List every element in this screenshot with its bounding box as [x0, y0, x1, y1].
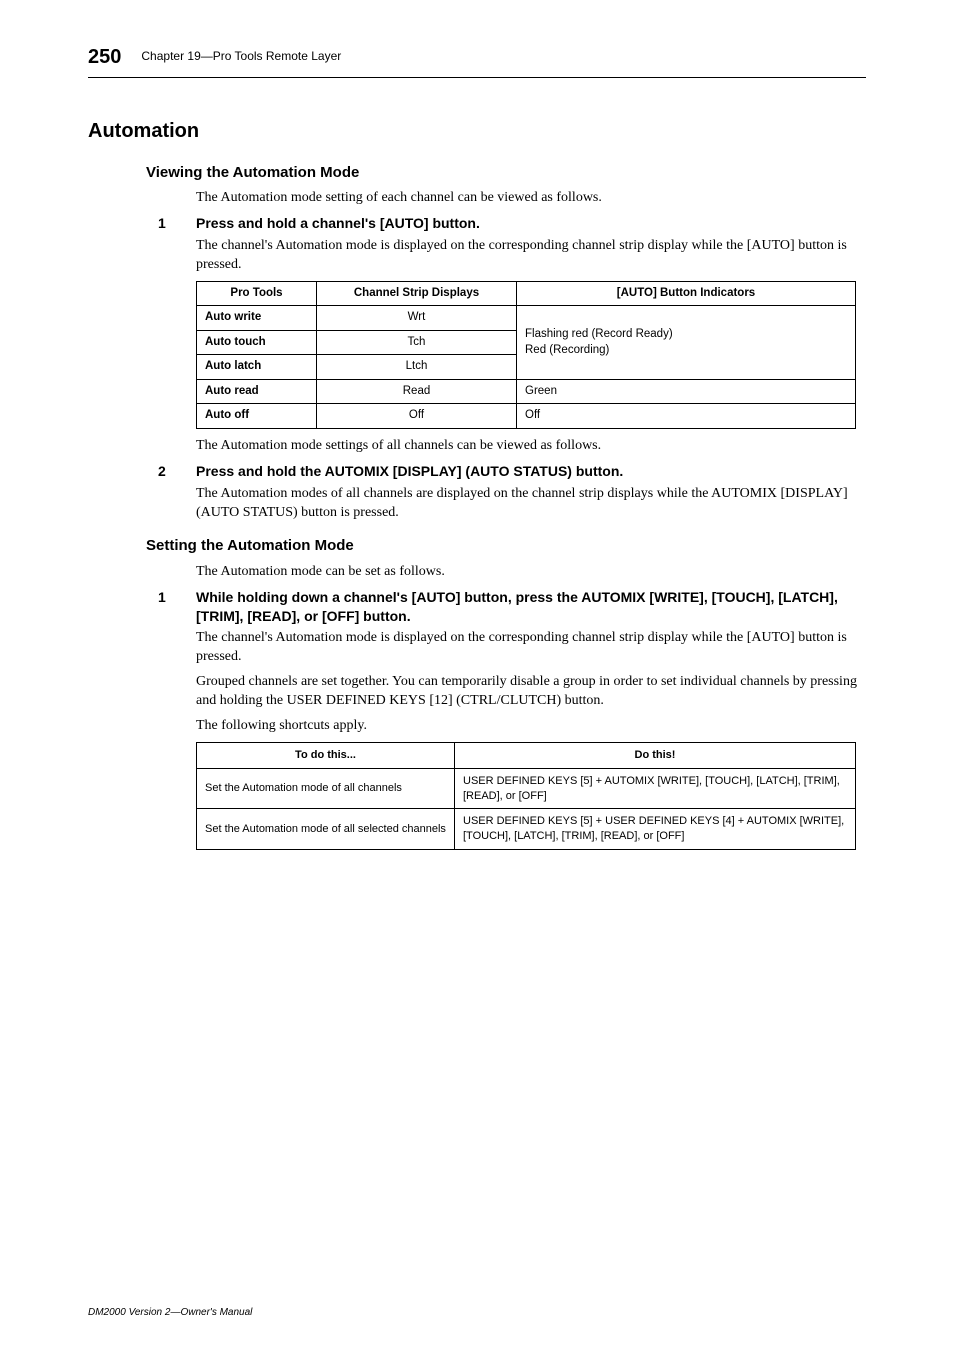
step-1: 1 Press and hold a channel's [AUTO] butt…: [158, 214, 866, 233]
cell: USER DEFINED KEYS [5] + USER DEFINED KEY…: [455, 809, 856, 850]
col-header: [AUTO] Button Indicators: [517, 281, 856, 306]
section-title: Automation: [88, 118, 866, 145]
setting-body2: Grouped channels are set together. You c…: [196, 673, 866, 711]
cell: Green: [517, 379, 856, 404]
step-number: 1: [158, 214, 196, 233]
setting-intro: The Automation mode can be set as follow…: [196, 563, 866, 582]
col-header: Channel Strip Displays: [317, 281, 517, 306]
viewing-intro: The Automation mode setting of each chan…: [196, 189, 866, 208]
cell: Wrt: [317, 306, 517, 331]
page-header: 250 Chapter 19—Pro Tools Remote Layer: [88, 44, 866, 78]
col-header: To do this...: [197, 742, 455, 768]
automation-modes-table: Pro Tools Channel Strip Displays [AUTO] …: [196, 281, 856, 429]
step-text: Press and hold the AUTOMIX [DISPLAY] (AU…: [196, 462, 866, 481]
step1-body: The channel's Automation mode is display…: [196, 237, 866, 275]
col-header: Pro Tools: [197, 281, 317, 306]
setting-step-1: 1 While holding down a channel's [AUTO] …: [158, 588, 866, 626]
table-row: Pro Tools Channel Strip Displays [AUTO] …: [197, 281, 856, 306]
cell: Ltch: [317, 355, 517, 380]
cell: Flashing red (Record Ready) Red (Recordi…: [517, 306, 856, 380]
table-row: Auto write Wrt Flashing red (Record Read…: [197, 306, 856, 331]
cell: Tch: [317, 330, 517, 355]
table-row: To do this... Do this!: [197, 742, 856, 768]
cell: Set the Automation mode of all channels: [197, 768, 455, 809]
cell: Off: [317, 404, 517, 429]
step-number: 2: [158, 462, 196, 481]
page-number: 250: [88, 44, 121, 71]
cell: Auto touch: [197, 330, 317, 355]
cell: Auto read: [197, 379, 317, 404]
cell: Off: [517, 404, 856, 429]
cell: Auto latch: [197, 355, 317, 380]
setting-body3: The following shortcuts apply.: [196, 717, 866, 736]
table-row: Set the Automation mode of all selected …: [197, 809, 856, 850]
shortcuts-table: To do this... Do this! Set the Automatio…: [196, 742, 856, 850]
col-header: Do this!: [455, 742, 856, 768]
table-row: Auto off Off Off: [197, 404, 856, 429]
subsection-viewing: Viewing the Automation Mode: [146, 163, 866, 183]
step-2: 2 Press and hold the AUTOMIX [DISPLAY] (…: [158, 462, 866, 481]
step-number: 1: [158, 588, 196, 626]
cell: Auto write: [197, 306, 317, 331]
setting-body1: The channel's Automation mode is display…: [196, 629, 866, 667]
after-table-text: The Automation mode settings of all chan…: [196, 437, 866, 456]
step-text: Press and hold a channel's [AUTO] button…: [196, 214, 866, 233]
cell: USER DEFINED KEYS [5] + AUTOMIX [WRITE],…: [455, 768, 856, 809]
chapter-label: Chapter 19—Pro Tools Remote Layer: [141, 48, 341, 64]
step-text: While holding down a channel's [AUTO] bu…: [196, 588, 866, 626]
cell: Auto off: [197, 404, 317, 429]
table-row: Auto read Read Green: [197, 379, 856, 404]
footer-text: DM2000 Version 2—Owner's Manual: [88, 1306, 252, 1320]
table-row: Set the Automation mode of all channels …: [197, 768, 856, 809]
cell: Read: [317, 379, 517, 404]
cell: Set the Automation mode of all selected …: [197, 809, 455, 850]
step2-body: The Automation modes of all channels are…: [196, 485, 866, 523]
subsection-setting: Setting the Automation Mode: [146, 536, 866, 556]
